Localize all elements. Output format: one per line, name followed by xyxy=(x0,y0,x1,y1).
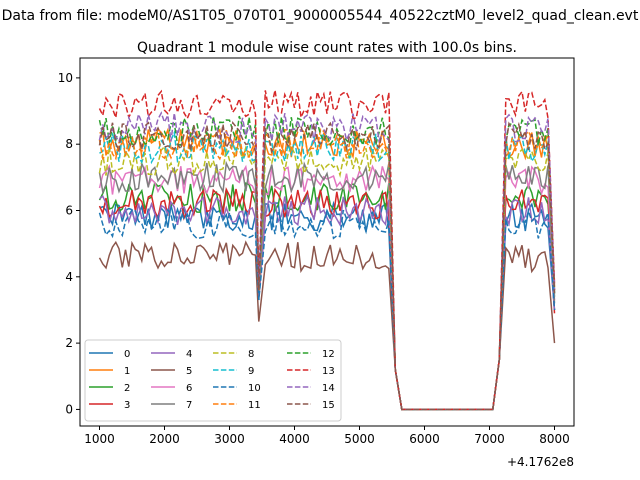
y-axis: 0 2 4 6 8 10 xyxy=(58,71,80,416)
x-offset-label: +4.1762e8 xyxy=(507,455,574,469)
legend-label-0: 0 xyxy=(124,349,130,360)
legend-label-8: 8 xyxy=(248,349,254,360)
legend-label-6: 6 xyxy=(186,383,192,394)
y-tick-label: 4 xyxy=(65,270,73,284)
y-tick-label: 6 xyxy=(65,204,73,218)
y-tick-label: 10 xyxy=(58,71,73,85)
x-tick-label: 4000 xyxy=(279,432,310,446)
x-tick-label: 7000 xyxy=(474,432,505,446)
legend-label-14: 14 xyxy=(322,383,335,394)
y-tick-label: 8 xyxy=(65,137,73,151)
plot-lines xyxy=(98,89,556,411)
legend-label-13: 13 xyxy=(322,366,335,377)
legend-label-3: 3 xyxy=(124,400,130,411)
y-tick-label: 0 xyxy=(65,402,73,416)
legend-label-5: 5 xyxy=(186,366,192,377)
x-tick-label: 5000 xyxy=(344,432,375,446)
legend-label-1: 1 xyxy=(124,366,130,377)
x-tick-label: 2000 xyxy=(149,432,180,446)
x-tick-label: 8000 xyxy=(539,432,570,446)
figure-suptitle: Data from file: modeM0/AS1T05_070T01_900… xyxy=(2,8,639,24)
legend-label-9: 9 xyxy=(248,366,254,377)
legend-label-4: 4 xyxy=(186,349,192,360)
legend-label-11: 11 xyxy=(248,400,261,411)
x-tick-label: 1000 xyxy=(84,432,115,446)
legend-frame xyxy=(84,339,342,422)
x-tick-label: 6000 xyxy=(409,432,440,446)
chart-title: Quadrant 1 module wise count rates with … xyxy=(137,40,517,56)
y-tick-label: 2 xyxy=(65,336,73,350)
axes-frame xyxy=(79,57,575,427)
series-line-15 xyxy=(98,121,556,411)
legend-label-2: 2 xyxy=(124,383,130,394)
series-line-10 xyxy=(98,208,556,411)
x-tick-label: 3000 xyxy=(214,432,245,446)
legend-label-15: 15 xyxy=(322,400,335,411)
legend-label-12: 12 xyxy=(322,349,335,360)
legend-label-7: 7 xyxy=(186,400,192,411)
legend-label-10: 10 xyxy=(248,383,261,394)
x-axis: 1000 2000 3000 4000 5000 6000 7000 8000 xyxy=(84,426,570,446)
